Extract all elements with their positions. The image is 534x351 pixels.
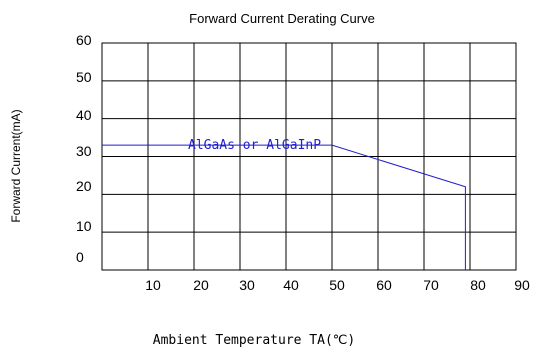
x-tick-label: 10 (145, 277, 161, 293)
x-tick-label: 20 (193, 277, 209, 293)
y-tick-label: 10 (76, 218, 92, 234)
series-group: AlGaAs or AlGaInP (102, 138, 466, 270)
y-tick-label: 40 (76, 107, 92, 123)
y-axis-label: Forward Current(mA) (9, 109, 23, 222)
x-tick-label: 80 (470, 277, 486, 293)
x-tick-label: 90 (514, 277, 530, 293)
x-tick-label: 30 (239, 277, 255, 293)
y-tick-label: 30 (76, 143, 92, 159)
plot-grid (101, 42, 517, 271)
y-tick-labels: 60 50 40 30 20 10 0 (76, 32, 92, 265)
y-tick-label: 60 (76, 32, 92, 48)
series-line (102, 144, 466, 270)
y-tick-label: 0 (76, 249, 84, 265)
x-tick-labels: 10 20 30 40 50 60 70 80 90 (145, 277, 530, 293)
x-tick-label: 60 (376, 277, 392, 293)
x-tick-label: 50 (329, 277, 345, 293)
chart-title: Forward Current Derating Curve (189, 11, 375, 26)
x-tick-label: 70 (423, 277, 439, 293)
x-tick-label: 40 (283, 277, 299, 293)
series-label: AlGaAs or AlGaInP (188, 138, 321, 153)
y-tick-label: 20 (76, 178, 92, 194)
x-axis-label: Ambient Temperature TA(℃) (153, 333, 355, 348)
y-tick-label: 50 (76, 69, 92, 85)
